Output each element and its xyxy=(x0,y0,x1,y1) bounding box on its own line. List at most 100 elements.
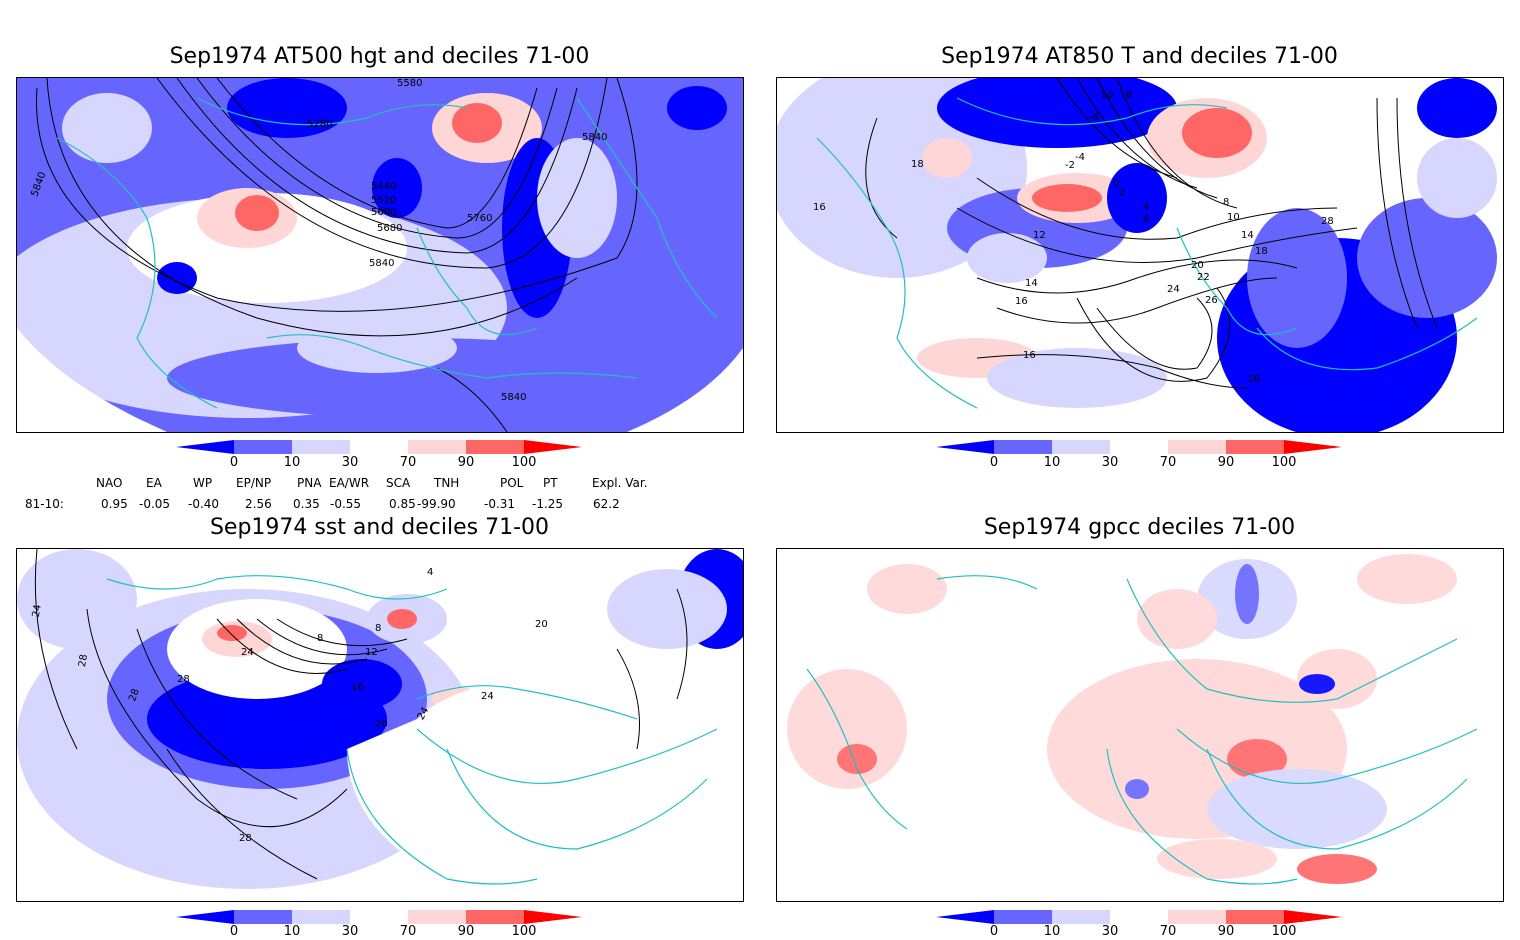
colorbar-tick: 10 xyxy=(283,924,301,939)
colorbar-top-right: 0 10 30 70 90 100 xyxy=(936,440,1346,480)
index-value: -0.40 xyxy=(188,497,220,511)
contour-label: 6 xyxy=(1143,214,1149,225)
colorbar-tick: 100 xyxy=(511,455,537,470)
contour-label: 28 xyxy=(239,833,252,844)
contour-label: -4 xyxy=(1075,152,1085,163)
index-header: TNH xyxy=(434,476,460,490)
contour-label: 5600 xyxy=(371,207,396,218)
contour-label: 4 xyxy=(1143,202,1149,213)
index-header: EA/WR xyxy=(329,476,370,490)
contour-label: 2 xyxy=(1119,188,1125,199)
colorbar-tick: 10 xyxy=(1043,455,1061,470)
colorbar-tick: 0 xyxy=(229,455,239,470)
index-header: POL xyxy=(500,476,524,490)
colorbar-tick: 10 xyxy=(283,455,301,470)
contour-label: -2 xyxy=(1065,160,1075,171)
contour-label: 16 xyxy=(1015,296,1028,307)
index-value: -99.90 xyxy=(417,497,456,511)
contour-label: 20 xyxy=(375,719,388,730)
index-header: PT xyxy=(543,476,558,490)
contour-label: 28 xyxy=(77,653,90,667)
colorbar-tick: 90 xyxy=(457,924,475,939)
colorbar-tick: 0 xyxy=(989,455,999,470)
contour-label: 24 xyxy=(1167,284,1180,295)
index-value: 2.56 xyxy=(245,497,272,511)
contour-label: 12 xyxy=(1033,230,1046,241)
contour-label: 14 xyxy=(1241,230,1254,241)
contour-label: 5760 xyxy=(467,213,492,224)
map-panel-hgt: 5280 5440 5520 5600 5680 5760 5840 5840 … xyxy=(16,77,744,433)
contour-label: 5840 xyxy=(582,132,607,143)
index-row-label: 81-10: xyxy=(25,497,64,511)
colorbar-tick: 100 xyxy=(1271,455,1297,470)
contour-label: 28 xyxy=(177,674,190,685)
panel-title-hgt: Sep1974 AT500 hgt and deciles 71-00 xyxy=(169,44,590,69)
contour-label: 14 xyxy=(1025,278,1038,289)
index-header: EA xyxy=(146,476,162,490)
contour-label: 28 xyxy=(127,687,142,703)
index-value: 62.2 xyxy=(593,497,620,511)
contour-label: 12 xyxy=(365,647,378,658)
colorbar-tick: 30 xyxy=(341,455,359,470)
contour-label: 8 xyxy=(1223,197,1229,208)
contour-label: 10 xyxy=(1227,212,1240,223)
contour-label: 0 xyxy=(1113,178,1119,189)
contour-label: 24 xyxy=(241,647,254,658)
index-header: PNA xyxy=(297,476,322,490)
colorbar-tick: 70 xyxy=(1159,924,1177,939)
index-value: -1.25 xyxy=(532,497,564,511)
contour-label: 5840 xyxy=(369,258,394,269)
index-value: -0.31 xyxy=(484,497,516,511)
colorbar-tick: 90 xyxy=(457,455,475,470)
contour-label: 5580 xyxy=(397,78,422,89)
contour-label: -8 xyxy=(1122,90,1132,101)
index-value: 0.85 xyxy=(389,497,416,511)
index-header: WP xyxy=(193,476,213,490)
contour-label: 20 xyxy=(1191,260,1204,271)
contour-label: 8 xyxy=(317,633,323,644)
contour-label: 16 xyxy=(1023,350,1036,361)
colorbar-tick: 0 xyxy=(989,924,999,939)
map-panel-t850: -10 -8 -6 -4 -2 0 2 4 6 8 10 12 14 16 18… xyxy=(776,77,1504,433)
colorbar-tick: 10 xyxy=(1043,924,1061,939)
contour-label: 18 xyxy=(911,159,924,170)
colorbar-tick: 90 xyxy=(1217,455,1235,470)
colorbar-tick: 30 xyxy=(1101,455,1119,470)
index-value: -0.55 xyxy=(330,497,362,511)
colorbar-bottom-right: 0 10 30 70 90 100 xyxy=(936,910,1346,940)
index-header: Expl. Var. xyxy=(592,476,648,490)
colorbar-tick: 30 xyxy=(341,924,359,939)
map-panel-gpcc xyxy=(776,548,1504,902)
panel-title-gpcc: Sep1974 gpcc deciles 71-00 xyxy=(983,515,1296,540)
contour-label: -6 xyxy=(1089,112,1099,123)
contour-label: 24 xyxy=(31,604,44,618)
index-value: 0.35 xyxy=(293,497,320,511)
contour-label: 28 xyxy=(1321,216,1334,227)
colorbar-tick: 0 xyxy=(229,924,239,939)
contour-label: 5440 xyxy=(371,181,396,192)
contour-label: 5840 xyxy=(501,392,526,403)
contour-label: 16 xyxy=(351,682,364,693)
contour-label: 22 xyxy=(1197,272,1210,283)
panel-title-sst: Sep1974 sst and deciles 71-00 xyxy=(209,515,550,540)
colorbar-tick: 100 xyxy=(511,924,537,939)
colorbar-scale xyxy=(176,440,582,454)
map-panel-sst: 24 28 28 28 24 16 20 12 8 8 4 20 24 24 2… xyxy=(16,548,744,902)
index-value: 0.95 xyxy=(101,497,128,511)
colorbar-scale xyxy=(936,440,1342,454)
index-header: SCA xyxy=(386,476,411,490)
colorbar-bottom-left: 0 10 30 70 90 100 xyxy=(176,910,586,940)
colorbar-tick: 70 xyxy=(399,455,417,470)
colorbar-top-left: 0 10 30 70 90 100 xyxy=(176,440,586,480)
index-value: -0.05 xyxy=(139,497,171,511)
contour-label: 26 xyxy=(1205,295,1218,306)
colorbar-tick: 30 xyxy=(1101,924,1119,939)
contour-label: 18 xyxy=(1255,246,1268,257)
contour-label: 8 xyxy=(375,623,381,634)
contour-label: -10 xyxy=(1097,90,1113,101)
contour-label: 5280 xyxy=(307,119,332,130)
contour-label: 5520 xyxy=(371,195,396,206)
index-header: EP/NP xyxy=(236,476,272,490)
contour-label: 5680 xyxy=(377,223,402,234)
contour-label: 20 xyxy=(535,619,548,630)
